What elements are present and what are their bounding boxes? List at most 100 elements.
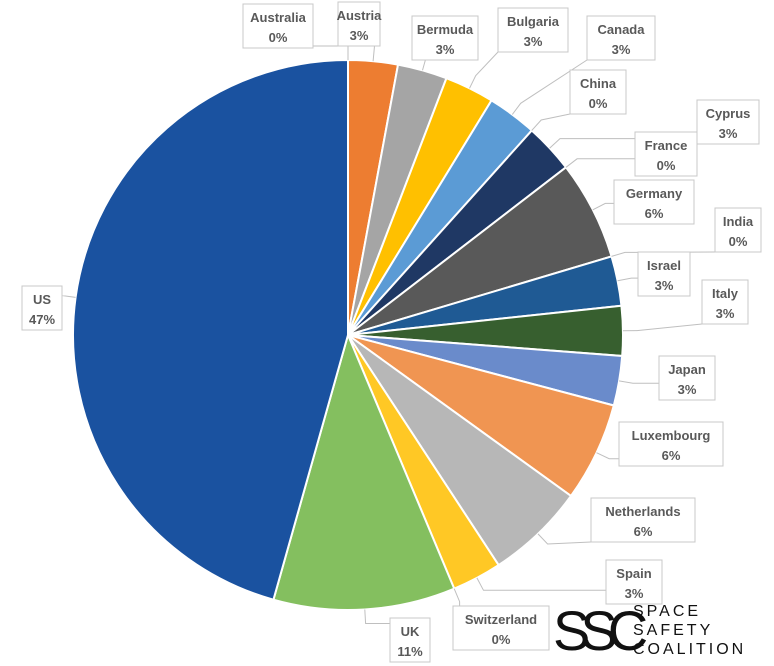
logo-line-3: COALITION <box>633 641 747 658</box>
data-label-value: 0% <box>657 158 676 173</box>
leader-line-uk <box>364 609 390 624</box>
leader-line-japan <box>619 380 659 384</box>
data-label-box <box>242 3 314 49</box>
data-label-category: Italy <box>712 286 739 301</box>
data-label-box <box>701 279 749 325</box>
data-label-category: France <box>645 138 688 153</box>
data-label-value: 0% <box>589 96 608 111</box>
data-label-value: 3% <box>350 28 369 43</box>
leader-line-canada <box>511 59 588 115</box>
leader-line-bulgaria <box>469 51 499 89</box>
data-label-australia: Australia 0% <box>242 3 314 49</box>
data-label-category: Luxembourg <box>632 428 711 443</box>
data-label-box <box>586 15 656 61</box>
leader-line-italy <box>622 323 703 332</box>
data-label-category: UK <box>401 624 420 639</box>
data-label-box <box>337 1 381 47</box>
data-label-category: Bulgaria <box>507 14 560 29</box>
data-label-category: Japan <box>668 362 706 377</box>
data-label-box <box>613 179 695 225</box>
logo-mark: SSC <box>553 599 648 662</box>
data-label-us: US 47% <box>21 285 63 331</box>
data-label-box <box>569 69 627 115</box>
data-label-value: 3% <box>612 42 631 57</box>
data-label-box <box>696 99 760 145</box>
data-label-italy: Italy 3% <box>701 279 749 325</box>
data-label-category: Switzerland <box>465 612 537 627</box>
data-label-bermuda: Bermuda 3% <box>411 15 479 61</box>
data-label-austria: Austria 3% <box>337 1 383 47</box>
data-label-luxembourg: Luxembourg 6% <box>618 421 724 467</box>
leader-line-switzerland <box>453 588 461 606</box>
data-label-value: 6% <box>645 206 664 221</box>
data-label-box <box>714 207 762 253</box>
data-label-value: 0% <box>269 30 288 45</box>
data-label-box <box>658 355 716 401</box>
leader-line-china <box>531 113 571 131</box>
data-label-netherlands: Netherlands 6% <box>590 497 696 543</box>
data-label-value: 3% <box>625 586 644 601</box>
data-label-category: India <box>723 214 754 229</box>
data-label-category: China <box>580 76 617 91</box>
data-label-france: France 0% <box>634 131 698 177</box>
data-label-china: China 0% <box>569 69 627 115</box>
data-label-uk: UK 11% <box>389 617 431 663</box>
data-label-value: 3% <box>655 278 674 293</box>
data-label-value: 3% <box>716 306 735 321</box>
data-label-value: 11% <box>397 644 423 659</box>
data-label-category: Bermuda <box>417 22 474 37</box>
pie-slice-uk <box>272 331 456 611</box>
data-label-switzerland: Switzerland 0% <box>452 605 550 651</box>
data-label-value: 3% <box>436 42 455 57</box>
data-label-category: Spain <box>616 566 651 581</box>
leader-line-netherlands <box>537 533 592 545</box>
data-label-category: Germany <box>626 186 683 201</box>
data-label-spain: Spain 3% <box>605 559 663 605</box>
ssc-logo: SSC SPACE SAFETY COALITION <box>553 600 768 662</box>
data-label-value: 6% <box>662 448 681 463</box>
data-label-bulgaria: Bulgaria 3% <box>497 7 569 53</box>
logo-wordmark: SPACE SAFETY COALITION <box>633 602 746 659</box>
data-label-value: 3% <box>678 382 697 397</box>
data-label-category: Netherlands <box>605 504 680 519</box>
logo-line-2: SAFETY <box>633 622 714 639</box>
data-label-value: 3% <box>719 126 738 141</box>
logo-line-1: SPACE <box>633 603 702 620</box>
leader-line-israel <box>617 277 638 282</box>
pie-slices <box>72 58 624 611</box>
data-label-category: Austria <box>337 8 383 23</box>
leader-line-us <box>61 295 76 298</box>
leader-line-australia <box>313 45 349 60</box>
data-label-category: Canada <box>598 22 646 37</box>
data-label-israel: Israel 3% <box>637 251 691 297</box>
leader-line-germany <box>592 202 614 211</box>
data-label-category: Cyprus <box>706 106 751 121</box>
data-label-box <box>637 251 691 297</box>
data-label-germany: Germany 6% <box>613 179 695 225</box>
leader-line-spain <box>476 577 606 591</box>
data-label-box <box>605 559 663 605</box>
data-label-value: 47% <box>29 312 55 327</box>
leader-line-france <box>565 158 635 168</box>
data-label-value: 6% <box>634 524 653 539</box>
data-label-category: Australia <box>250 10 306 25</box>
data-label-box <box>411 15 479 61</box>
data-label-value: 0% <box>492 632 511 647</box>
data-label-value: 3% <box>524 34 543 49</box>
leader-line-austria <box>372 46 375 62</box>
data-label-cyprus: Cyprus 3% <box>696 99 760 145</box>
data-label-japan: Japan 3% <box>658 355 716 401</box>
data-label-box <box>497 7 569 53</box>
data-label-category: US <box>33 292 51 307</box>
data-label-india: India 0% <box>714 207 762 253</box>
data-label-category: Israel <box>647 258 681 273</box>
data-label-box <box>389 617 431 663</box>
data-label-box <box>618 421 724 467</box>
data-label-box <box>590 497 696 543</box>
data-label-box <box>452 605 550 651</box>
data-label-canada: Canada 3% <box>586 15 656 61</box>
data-label-box <box>634 131 698 177</box>
data-label-value: 0% <box>729 234 748 249</box>
